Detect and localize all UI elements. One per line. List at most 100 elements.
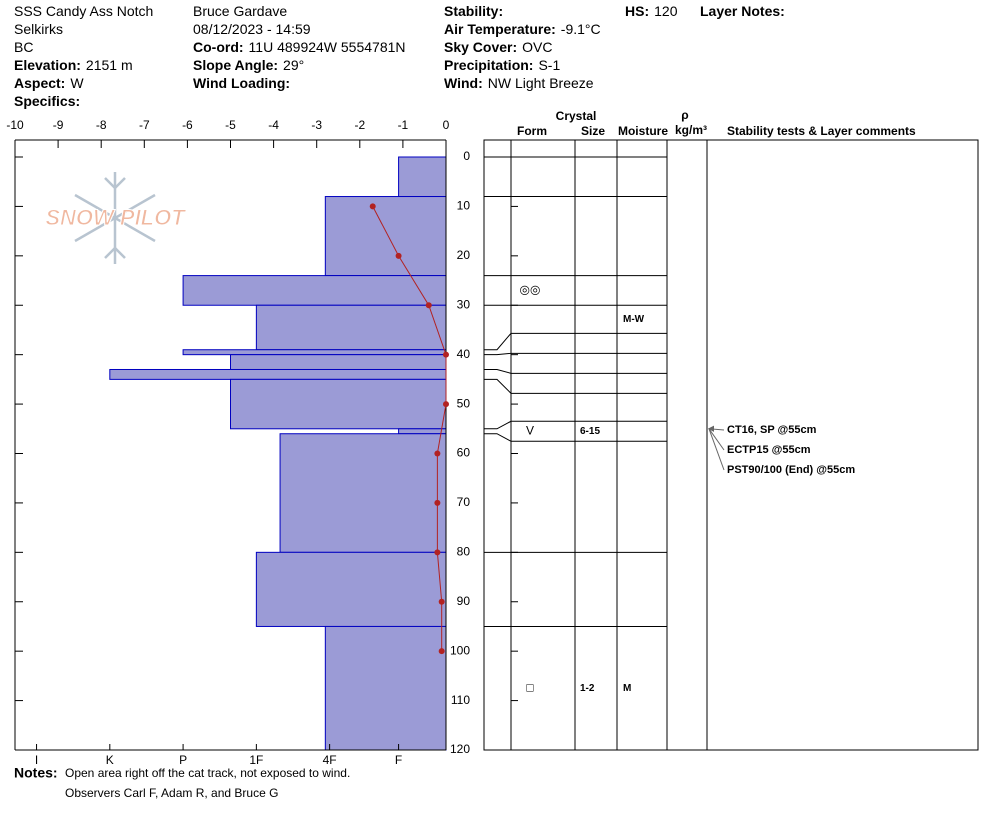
- header-label: Wind Loading:: [193, 75, 290, 91]
- hardness-tick-label: K: [106, 753, 114, 767]
- hardness-bar: [230, 378, 447, 430]
- temperature-line: [372, 206, 447, 652]
- header-label: Precipitation:: [444, 57, 533, 73]
- header-field: 08/12/2023 - 14:59: [193, 21, 311, 37]
- header-field: Layer Notes:: [700, 3, 785, 19]
- depth-tick-label: 70: [457, 495, 471, 509]
- note-line: Open area right off the cat track, not e…: [65, 766, 350, 780]
- depth-tick-label: 60: [457, 446, 471, 460]
- notes-label: Notes:: [14, 765, 58, 781]
- header-label: Sky Cover:: [444, 39, 517, 55]
- header-field: BC: [14, 39, 33, 55]
- hardness-tick-label: 1F: [249, 753, 263, 767]
- header-label: Specifics:: [14, 93, 80, 109]
- hardness-tick-label: 4F: [323, 753, 337, 767]
- x-tick-label: -1: [398, 118, 409, 132]
- header-field: Selkirks: [14, 21, 63, 37]
- header-value: -9.1°C: [561, 21, 601, 37]
- layer-boundary: [484, 433, 667, 442]
- header-field: Air Temperature: -9.1°C: [444, 21, 601, 37]
- depth-tick-label: 50: [457, 396, 471, 410]
- hardness-bar: [324, 196, 447, 277]
- header-field: Co-ord: 11U 489924W 5554781N: [193, 39, 406, 55]
- header-label: Aspect:: [14, 75, 65, 91]
- header-label: Layer Notes:: [700, 3, 785, 19]
- header-field: Stability:: [444, 3, 503, 19]
- header-field: Specifics:: [14, 93, 80, 109]
- logo-text: SNOW PILOT: [45, 205, 186, 230]
- header-text: Bruce Gardave: [193, 3, 287, 19]
- x-tick-label: -5: [225, 118, 236, 132]
- header-field: SSS Candy Ass Notch: [14, 3, 153, 19]
- header-label: Stability:: [444, 3, 503, 19]
- temperature-point: [443, 351, 449, 358]
- header-value: 2151 m: [86, 57, 133, 73]
- stability-test: ECTP15 @55cm: [727, 444, 811, 456]
- header-value: OVC: [522, 39, 552, 55]
- temperature-point: [443, 401, 449, 408]
- header-field: Wind Loading:: [193, 75, 290, 91]
- temperature-point: [369, 203, 376, 210]
- x-tick-label: -10: [6, 118, 24, 132]
- temperature-point: [425, 302, 432, 309]
- temperature-point: [434, 549, 441, 556]
- depth-tick-label: 20: [457, 248, 471, 262]
- hardness-bar: [279, 433, 447, 553]
- header-label: Elevation:: [14, 57, 81, 73]
- x-tick-label: -7: [139, 118, 150, 132]
- depth-tick-label: 110: [451, 693, 470, 707]
- note-line: Observers Carl F, Adam R, and Bruce G: [65, 786, 278, 800]
- temperature-point: [438, 648, 445, 655]
- depth-tick-label: 30: [457, 297, 471, 311]
- header-value: S-1: [538, 57, 560, 73]
- header-field: Wind: NW Light Breeze: [444, 75, 594, 91]
- header-field: Sky Cover: OVC: [444, 39, 553, 55]
- stability-test: PST90/100 (End) @55cm: [727, 464, 855, 476]
- column-header: ρ: [681, 108, 688, 122]
- x-tick-label: -3: [311, 118, 322, 132]
- temperature-point: [434, 499, 441, 506]
- header-value: 11U 489924W 5554781N: [249, 39, 406, 55]
- hardness-bar: [324, 625, 447, 751]
- depth-tick-label: 80: [457, 545, 471, 559]
- layer-boundary: [484, 332, 667, 351]
- layer-boundary: [484, 378, 667, 394]
- header-field: Precipitation: S-1: [444, 57, 560, 73]
- grain-form: ◎◎: [520, 283, 541, 297]
- header-text: Selkirks: [14, 21, 63, 37]
- header-value: W: [70, 75, 84, 91]
- layer-boundary: [484, 368, 667, 374]
- header-field: Bruce Gardave: [193, 3, 287, 19]
- layer-boundary: [484, 352, 667, 356]
- layer-table: [483, 139, 979, 751]
- header-field: HS: 120: [625, 3, 678, 19]
- x-tick-label: 0: [443, 118, 450, 132]
- hardness-bar: [230, 354, 447, 370]
- header-label: Air Temperature:: [444, 21, 556, 37]
- grain-form: □: [526, 680, 533, 694]
- hardness-tick-label: P: [179, 753, 187, 767]
- depth-tick-label: 120: [450, 742, 470, 756]
- moisture: M: [623, 683, 631, 694]
- header-text: 08/12/2023 - 14:59: [193, 21, 311, 37]
- arrow-head: [708, 425, 714, 432]
- header-field: Slope Angle: 29°: [193, 57, 304, 73]
- column-header: Size: [581, 124, 605, 138]
- hardness-bar: [109, 368, 447, 380]
- hardness-bar: [182, 275, 447, 306]
- header-field: Elevation: 2151 m: [14, 57, 133, 73]
- header-value: 120: [654, 3, 678, 19]
- header-value: 29°: [283, 57, 304, 73]
- header-label: Wind:: [444, 75, 483, 91]
- x-tick-label: -8: [96, 118, 107, 132]
- hardness-bar: [255, 304, 447, 351]
- header-field: Aspect: W: [14, 75, 84, 91]
- hardness-tick-label: I: [35, 753, 38, 767]
- column-header: Moisture: [618, 124, 668, 138]
- moisture: M-W: [623, 314, 645, 325]
- test-arrow: [708, 428, 725, 471]
- column-header: Form: [517, 124, 547, 138]
- column-header: Crystal: [556, 109, 597, 123]
- column-header: Stability tests & Layer comments: [727, 124, 916, 138]
